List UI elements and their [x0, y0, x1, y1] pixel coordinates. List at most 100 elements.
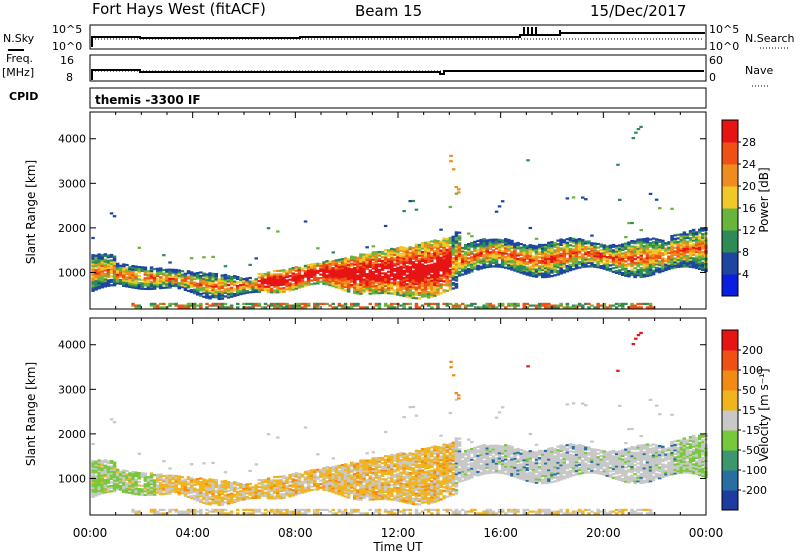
range-gate-cell: [337, 264, 342, 267]
range-gate-cell: [353, 286, 357, 289]
range-gate-cell: [608, 257, 613, 260]
range-gate-cell: [476, 239, 480, 242]
range-gate-cell: [476, 254, 480, 257]
range-gate-cell: [494, 254, 499, 257]
range-gate-cell: [112, 468, 117, 471]
range-gate-cell: [701, 250, 705, 254]
range-gate-cell: [353, 268, 357, 271]
range-gate-cell: [202, 485, 206, 488]
range-gate-cell: [417, 247, 422, 250]
range-gate-cell: [291, 490, 295, 494]
range-gate-cell: [100, 264, 104, 267]
range-gate-cell: [590, 247, 594, 250]
range-gate-cell: [165, 281, 169, 284]
range-gate-cell: [100, 463, 104, 466]
range-gate-cell: [513, 258, 517, 261]
range-gate-cell: [340, 284, 345, 287]
range-gate-cell: [233, 486, 237, 489]
range-gate-cell: [269, 495, 274, 498]
range-gate-cell: [282, 281, 286, 284]
range-gate-cell: [208, 496, 212, 499]
range-gate-cell: [340, 259, 345, 262]
range-gate-cell: [159, 487, 163, 490]
range-gate-cell: [396, 270, 400, 273]
range-gate-cell: [156, 269, 160, 272]
range-gate-cell: [254, 280, 258, 283]
range-gate-cell: [374, 254, 379, 257]
range-gate-cell: [208, 275, 212, 279]
range-gate-cell: [282, 484, 286, 487]
range-gate-cell: [654, 249, 659, 252]
range-gate-cell: [103, 469, 108, 473]
range-gate-cell: [159, 302, 163, 305]
range-gate-cell: [266, 271, 271, 274]
range-gate-cell: [273, 475, 277, 479]
range-gate-cell: [143, 486, 148, 489]
range-gate-cell: [701, 227, 705, 230]
range-gate-cell: [414, 274, 419, 277]
range-gate-cell: [408, 266, 412, 269]
range-gate-cell: [217, 290, 222, 293]
range-gate-cell: [91, 286, 95, 289]
range-gate-cell: [97, 281, 101, 285]
range-gate-cell: [377, 464, 382, 467]
range-gate-cell: [439, 249, 443, 252]
range-gate-cell: [448, 240, 453, 243]
range-gate-cell: [346, 261, 351, 265]
range-gate-cell: [97, 274, 101, 277]
range-gate-cell: [91, 495, 95, 498]
range-gate-cell: [269, 304, 274, 307]
range-gate-cell: [340, 279, 345, 282]
range-gate-cell: [593, 244, 597, 247]
range-gate-cell: [531, 269, 536, 272]
range-gate-cell: [534, 237, 539, 240]
range-gate-cell: [368, 281, 372, 284]
range-gate-cell: [387, 251, 391, 254]
range-gate-cell: [494, 240, 499, 243]
range-gate-cell: [550, 257, 554, 260]
range-gate-cell: [371, 451, 376, 454]
range-gate-cell: [183, 491, 188, 494]
range-gate-cell: [645, 246, 650, 249]
range-gate-cell: [186, 488, 191, 491]
range-gate-cell: [642, 248, 647, 251]
range-gate-cell: [624, 263, 628, 267]
range-gate-cell: [306, 475, 311, 478]
range-gate-cell: [94, 268, 98, 271]
range-gate-cell: [282, 302, 286, 305]
range-gate-cell: [316, 484, 320, 487]
range-gate-cell: [414, 250, 419, 253]
range-gate-cell: [380, 265, 385, 268]
range-gate-cell: [152, 276, 157, 280]
range-gate-cell: [239, 493, 243, 496]
range-gate-cell: [593, 254, 597, 258]
colorbar-segment: [722, 186, 738, 209]
velocity-data: [91, 331, 708, 515]
range-gate-cell: [593, 246, 597, 249]
range-gate-cell: [645, 237, 650, 240]
range-gate-cell: [494, 210, 499, 213]
range-gate-cell: [199, 294, 203, 297]
range-gate-cell: [196, 291, 200, 294]
range-gate-cell: [368, 302, 372, 305]
range-gate-cell: [282, 274, 286, 277]
range-gate-cell: [513, 269, 517, 272]
range-gate-cell: [553, 274, 557, 277]
range-gate-cell: [667, 241, 671, 244]
range-gate-cell: [325, 466, 329, 469]
range-gate-cell: [639, 249, 643, 252]
range-gate-cell: [134, 272, 138, 275]
range-gate-cell: [658, 269, 662, 272]
range-gate-cell: [353, 476, 357, 479]
range-gate-cell: [254, 278, 258, 281]
range-gate-cell: [439, 253, 443, 256]
range-gate-cell: [174, 474, 178, 478]
range-gate-cell: [405, 256, 409, 259]
range-gate-cell: [331, 482, 335, 485]
range-gate-cell: [192, 277, 197, 281]
range-gate-cell: [405, 268, 409, 272]
range-gate-cell: [325, 277, 329, 281]
range-gate-cell: [464, 253, 468, 256]
range-gate-cell: [365, 486, 369, 489]
range-gate-cell: [547, 257, 551, 260]
